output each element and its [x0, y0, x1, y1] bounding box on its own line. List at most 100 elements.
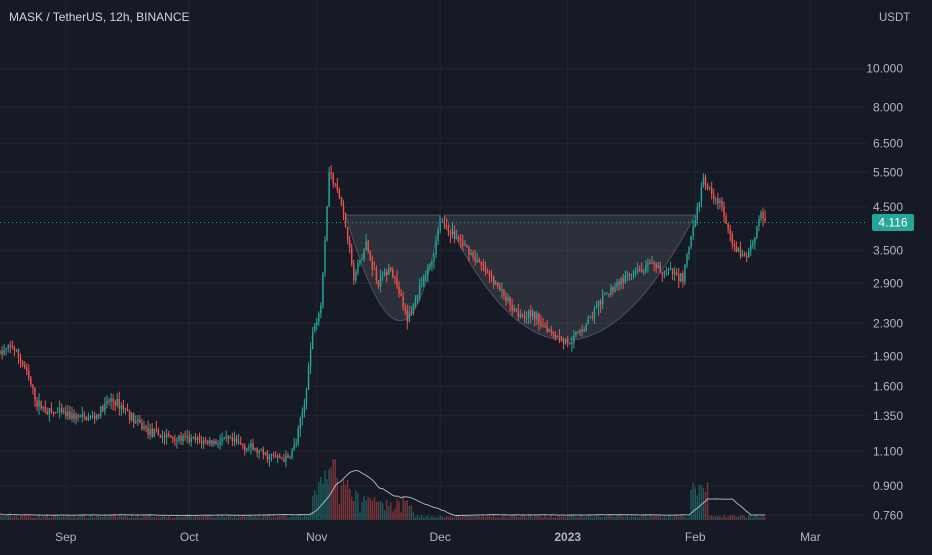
candle-body[interactable]: [23, 364, 26, 368]
candle-body[interactable]: [632, 271, 635, 275]
candle-body[interactable]: [449, 231, 452, 235]
candle-body[interactable]: [219, 441, 221, 445]
candle-body[interactable]: [492, 277, 495, 285]
candle-body[interactable]: [81, 414, 83, 417]
candle-body[interactable]: [466, 244, 468, 247]
candle-body[interactable]: [455, 237, 458, 239]
candle-body[interactable]: [525, 318, 528, 320]
candle-body[interactable]: [756, 226, 758, 238]
candle-body[interactable]: [556, 336, 559, 338]
candle-body[interactable]: [334, 183, 336, 185]
candle-body[interactable]: [67, 411, 69, 417]
candle-body[interactable]: [612, 287, 614, 292]
candle-body[interactable]: [176, 440, 178, 442]
candle-body[interactable]: [369, 251, 371, 261]
candle-body[interactable]: [645, 264, 647, 272]
candle-body[interactable]: [311, 332, 314, 349]
candle-body[interactable]: [406, 309, 408, 322]
candle-body[interactable]: [641, 269, 643, 272]
candle-body[interactable]: [120, 405, 123, 409]
candle-body[interactable]: [661, 272, 664, 275]
candle-body[interactable]: [708, 187, 711, 189]
candle-body[interactable]: [655, 264, 657, 269]
candle-body[interactable]: [213, 441, 215, 445]
candle-body[interactable]: [373, 269, 376, 271]
candle-body[interactable]: [100, 406, 102, 416]
candle-body[interactable]: [151, 428, 153, 437]
candle-body[interactable]: [223, 437, 225, 439]
candle-body[interactable]: [93, 415, 96, 419]
candle-body[interactable]: [363, 250, 365, 260]
candle-body[interactable]: [388, 267, 390, 275]
candle-body[interactable]: [410, 312, 413, 314]
candle-body[interactable]: [484, 266, 487, 272]
candle-body[interactable]: [564, 339, 567, 344]
candle-body[interactable]: [192, 436, 195, 438]
candle-body[interactable]: [276, 455, 279, 458]
candle-body[interactable]: [550, 329, 552, 332]
candle-body[interactable]: [126, 408, 129, 411]
candle-body[interactable]: [194, 436, 197, 440]
candle-body[interactable]: [87, 417, 90, 421]
candle-body[interactable]: [283, 459, 285, 462]
candle-body[interactable]: [44, 406, 46, 412]
candle-body[interactable]: [167, 434, 170, 436]
candle-body[interactable]: [408, 312, 411, 322]
candle-body[interactable]: [622, 278, 624, 283]
candle-body[interactable]: [437, 230, 439, 241]
candle-body[interactable]: [725, 216, 727, 224]
candle-body[interactable]: [355, 272, 357, 281]
candle-body[interactable]: [180, 435, 182, 442]
candle-body[interactable]: [274, 455, 277, 458]
candle-body[interactable]: [5, 347, 7, 350]
candle-body[interactable]: [704, 177, 707, 185]
candle-body[interactable]: [155, 428, 158, 431]
candle-body[interactable]: [85, 416, 88, 421]
candle-body[interactable]: [433, 254, 435, 263]
candle-body[interactable]: [77, 414, 79, 418]
candle-body[interactable]: [649, 262, 651, 264]
candle-body[interactable]: [472, 252, 474, 258]
candle-body[interactable]: [215, 441, 217, 445]
candle-body[interactable]: [733, 244, 736, 246]
candle-body[interactable]: [178, 435, 180, 441]
candle-body[interactable]: [130, 413, 133, 421]
candle-body[interactable]: [237, 441, 240, 443]
candle-body[interactable]: [503, 289, 505, 296]
candle-body[interactable]: [562, 340, 565, 344]
candle-body[interactable]: [159, 434, 162, 438]
candle-body[interactable]: [752, 242, 754, 246]
candle-body[interactable]: [634, 271, 637, 273]
candle-body[interactable]: [521, 314, 524, 317]
candle-body[interactable]: [571, 343, 573, 345]
candle-body[interactable]: [513, 308, 515, 311]
candle-body[interactable]: [552, 331, 555, 335]
candle-body[interactable]: [381, 275, 384, 277]
candle-body[interactable]: [359, 260, 361, 264]
candle-body[interactable]: [145, 426, 147, 429]
candle-body[interactable]: [480, 261, 483, 265]
candle-body[interactable]: [665, 270, 668, 272]
candle-body[interactable]: [494, 282, 497, 285]
candle-body[interactable]: [281, 458, 283, 460]
candle-body[interactable]: [52, 411, 55, 413]
candle-body[interactable]: [573, 335, 575, 344]
candle-body[interactable]: [34, 387, 36, 401]
candle-body[interactable]: [585, 324, 587, 330]
candle-body[interactable]: [657, 265, 659, 269]
candle-body[interactable]: [715, 198, 717, 200]
candle-body[interactable]: [402, 296, 404, 308]
candle-body[interactable]: [688, 247, 690, 255]
candle-body[interactable]: [396, 278, 398, 287]
candle-body[interactable]: [589, 317, 592, 319]
candle-body[interactable]: [566, 339, 569, 343]
candle-body[interactable]: [246, 448, 248, 451]
candle-body[interactable]: [112, 398, 114, 402]
candle-body[interactable]: [457, 237, 460, 240]
candle-body[interactable]: [606, 293, 608, 295]
candle-body[interactable]: [439, 222, 441, 231]
candle-body[interactable]: [172, 437, 174, 439]
candle-body[interactable]: [303, 403, 306, 413]
candle-body[interactable]: [244, 445, 246, 451]
